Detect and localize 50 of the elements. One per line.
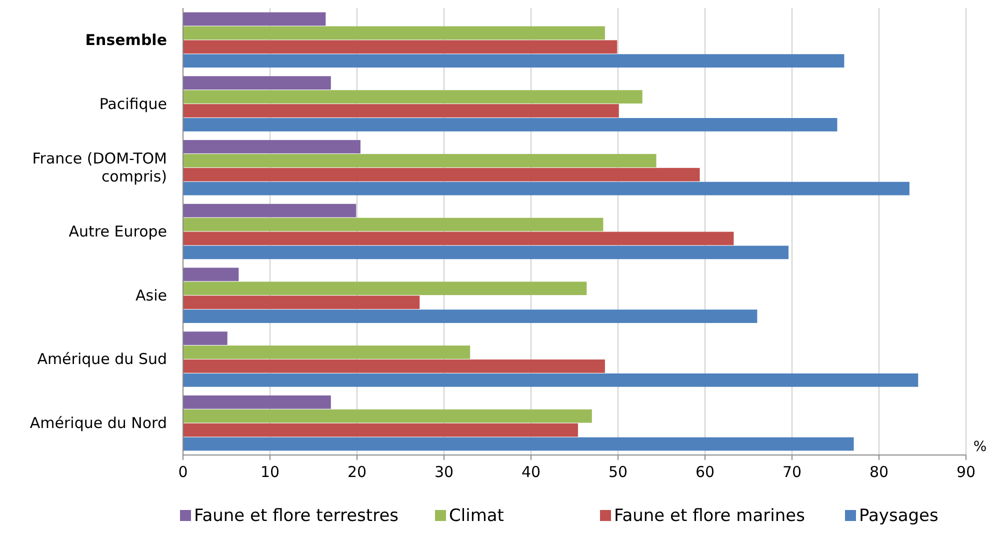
- y-tick-label: Pacifique: [99, 94, 167, 113]
- bar: [183, 373, 918, 387]
- bar: [183, 154, 656, 168]
- y-tick-label: Ensemble: [85, 30, 167, 49]
- y-tick-label: Asie: [136, 286, 167, 304]
- bar: [183, 232, 734, 246]
- x-tick-label: 80: [869, 463, 889, 481]
- x-tick-label: 20: [347, 463, 367, 481]
- y-tick-label: Autre Europe: [68, 222, 167, 240]
- bar: [183, 12, 326, 26]
- bar: [183, 140, 360, 154]
- legend-label: Climat: [449, 506, 504, 526]
- x-tick-label: 60: [695, 463, 715, 481]
- bar: [183, 54, 844, 68]
- bar: [183, 296, 420, 310]
- bar: [183, 104, 619, 118]
- bar: [183, 282, 587, 296]
- bar: [183, 40, 618, 54]
- bar: [183, 182, 910, 196]
- x-axis-title: %: [973, 439, 987, 455]
- bar: [183, 332, 228, 345]
- bar: [183, 268, 239, 282]
- x-tick-label: 10: [260, 463, 280, 481]
- bar: [183, 395, 331, 409]
- bar: [183, 26, 605, 40]
- bar: [183, 246, 789, 260]
- legend-label: Paysages: [859, 506, 938, 526]
- bar: [183, 310, 758, 323]
- bar: [183, 409, 592, 423]
- bar: [183, 76, 331, 90]
- x-tick-label: 70: [782, 463, 802, 481]
- bar: [183, 90, 642, 104]
- x-tick-label: 90: [956, 463, 976, 481]
- bar: [183, 118, 838, 132]
- bar: [183, 437, 854, 451]
- bar: [183, 423, 578, 437]
- y-tick-label: Amérique du Nord: [30, 414, 167, 432]
- legend-label: Faune et flore terrestres: [194, 506, 399, 526]
- x-tick-label: 30: [434, 463, 454, 481]
- x-tick-label: 50: [608, 463, 628, 481]
- bar: [183, 168, 700, 182]
- bar: [183, 359, 605, 373]
- y-tick-label: Amérique du Sud: [37, 350, 167, 368]
- x-tick-label: 40: [521, 463, 541, 481]
- x-tick-label: 0: [178, 463, 188, 481]
- y-tick-label: France (DOM-TOM compris): [32, 150, 167, 186]
- legend-label: Faune et flore marines: [614, 506, 806, 526]
- bar: [183, 204, 356, 218]
- bar: [183, 218, 604, 232]
- bar: [183, 346, 470, 359]
